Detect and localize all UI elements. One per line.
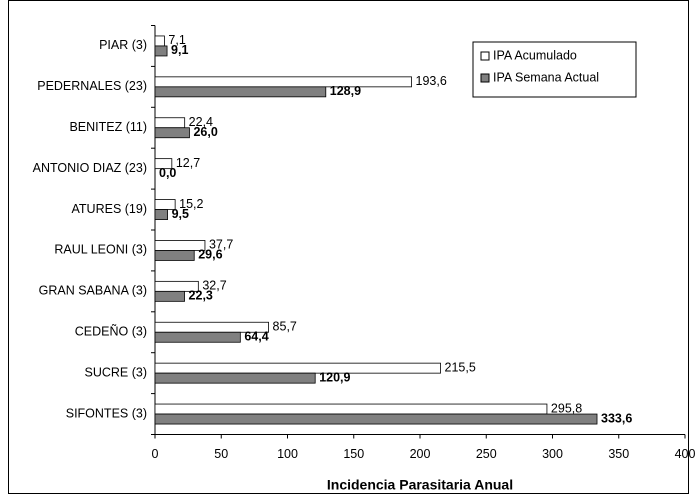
value-label: 64,4 <box>244 330 268 344</box>
y-tick-label: PIAR (3) <box>99 38 147 52</box>
value-label: 9,5 <box>172 207 189 221</box>
x-tick-label: 200 <box>410 447 431 461</box>
y-tick-label: CEDEÑO (3) <box>75 325 147 339</box>
value-label: 128,9 <box>330 84 361 98</box>
bar <box>154 76 412 88</box>
bar <box>154 362 441 374</box>
value-label: 22,4 <box>189 115 213 129</box>
y-tick-label: BENITEZ (11) <box>69 120 147 134</box>
bar <box>154 45 168 57</box>
value-label: 32,7 <box>202 279 226 293</box>
value-label: 0,0 <box>159 166 176 180</box>
bar <box>154 413 598 425</box>
y-tick-label: RAUL LEONI (3) <box>54 243 147 257</box>
bar <box>154 86 327 98</box>
bar <box>154 331 241 343</box>
x-axis-title: Incidencia Parasitaria Anual <box>327 477 513 493</box>
value-label: 193,6 <box>416 74 447 88</box>
value-label: 29,6 <box>198 248 222 262</box>
y-tick-label: SIFONTES (3) <box>66 406 147 420</box>
bar <box>154 127 190 139</box>
y-tick-label: ATURES (19) <box>72 202 147 216</box>
value-label: 37,7 <box>209 238 233 252</box>
y-tick-label: PEDERNALES (23) <box>37 79 147 93</box>
bar <box>154 250 195 261</box>
x-tick-label: 350 <box>608 447 629 461</box>
legend-box <box>472 41 637 98</box>
legend-label: IPA Acumulado <box>493 48 577 62</box>
y-tick-label: ANTONIO DIAZ (23) <box>33 161 147 175</box>
y-tick-label: GRAN SABANA (3) <box>39 284 147 298</box>
value-label: 9,1 <box>171 43 188 57</box>
bar <box>154 403 548 415</box>
value-label: 295,8 <box>551 401 582 415</box>
x-tick-label: 0 <box>152 447 159 461</box>
value-label: 120,9 <box>319 370 350 384</box>
x-tick-label: 50 <box>214 447 228 461</box>
value-label: 12,7 <box>176 156 200 170</box>
value-label: 333,6 <box>601 411 632 425</box>
y-tick-label: SUCRE (3) <box>84 365 147 379</box>
value-label: 15,2 <box>179 197 203 211</box>
value-label: 26,0 <box>193 125 217 139</box>
value-label: 85,7 <box>273 320 297 334</box>
bar <box>154 290 185 302</box>
x-tick-label: 300 <box>542 447 563 461</box>
x-tick-label: 100 <box>277 447 298 461</box>
bar <box>154 158 173 170</box>
value-label: 22,3 <box>189 289 213 303</box>
value-label: 7,1 <box>168 33 185 47</box>
value-label: 215,5 <box>445 360 476 374</box>
x-tick-label: 250 <box>476 447 497 461</box>
legend-swatch <box>480 73 490 83</box>
bar <box>154 209 168 220</box>
legend-label: IPA Semana Actual <box>493 70 599 84</box>
legend-swatch <box>480 51 490 61</box>
bar <box>154 372 316 384</box>
bar <box>154 117 186 129</box>
x-tick-label: 150 <box>343 447 364 461</box>
x-tick-label: 400 <box>675 447 696 461</box>
bar <box>154 35 165 47</box>
